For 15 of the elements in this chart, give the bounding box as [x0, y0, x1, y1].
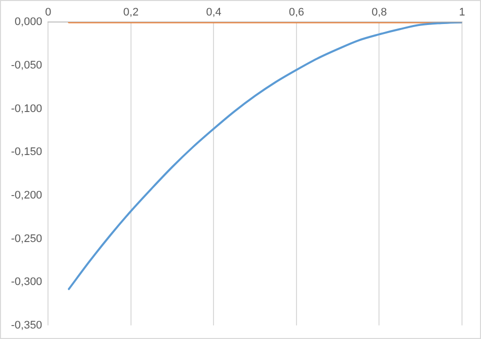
x-tick-label: 1: [458, 6, 466, 19]
y-tick-label: -0,300: [10, 276, 42, 288]
y-tick-label: -0,100: [10, 102, 42, 115]
line-series: [68, 22, 462, 290]
y-tick-label: -0,050: [10, 60, 42, 72]
y-tick-label: -0,200: [10, 189, 42, 202]
x-tick-label: 0,8: [372, 6, 387, 19]
x-tick-label: 0,4: [206, 6, 222, 19]
y-tick-label: -0,150: [10, 146, 42, 158]
x-tick-label: 0,2: [123, 6, 139, 19]
x-tick-label: 0,6: [288, 6, 304, 19]
y-tick-label: -0,250: [10, 232, 42, 245]
y-tick-label: -0,350: [10, 319, 42, 332]
x-tick-label: 0: [45, 6, 52, 19]
y-tick-label: 0,000: [14, 16, 42, 28]
